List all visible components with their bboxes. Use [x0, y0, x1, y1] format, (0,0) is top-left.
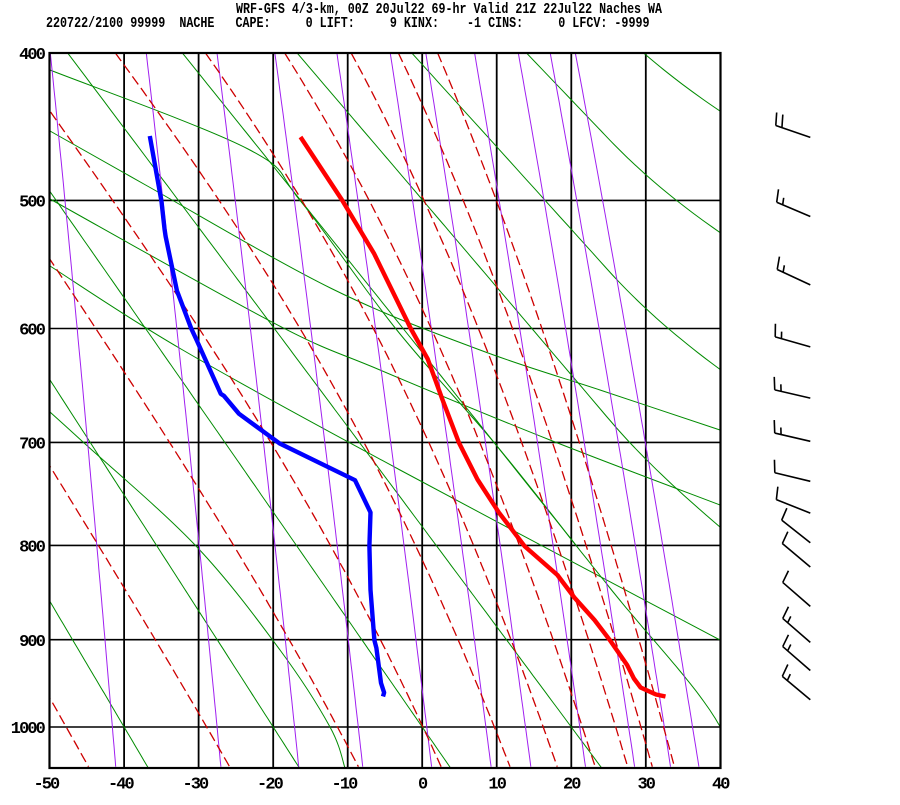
svg-text:-30: -30	[182, 776, 209, 795]
svg-text:40: 40	[712, 776, 730, 795]
svg-text:800: 800	[19, 539, 46, 558]
svg-text:20: 20	[563, 776, 581, 795]
svg-text:500: 500	[19, 194, 46, 213]
svg-text:1000: 1000	[11, 720, 46, 739]
svg-text:-10: -10	[332, 776, 359, 795]
svg-text:700: 700	[19, 436, 46, 455]
svg-text:0: 0	[418, 776, 428, 795]
svg-text:400: 400	[19, 46, 46, 65]
svg-text:-40: -40	[108, 776, 135, 795]
svg-text:-50: -50	[33, 776, 60, 795]
svg-text:-20: -20	[257, 776, 284, 795]
svg-text:30: 30	[637, 776, 655, 795]
svg-text:WRF-GFS 4/3-km, 00Z 20Jul22 69: WRF-GFS 4/3-km, 00Z 20Jul22 69-hr Valid …	[236, 2, 662, 18]
svg-text:10: 10	[488, 776, 506, 795]
svg-text:600: 600	[19, 322, 46, 341]
svg-text:220722/2100 99999 NACHE CAP: 220722/2100 99999 NACHE CAPE: 0 LIFT: 9 …	[46, 16, 650, 32]
svg-text:900: 900	[19, 633, 46, 652]
